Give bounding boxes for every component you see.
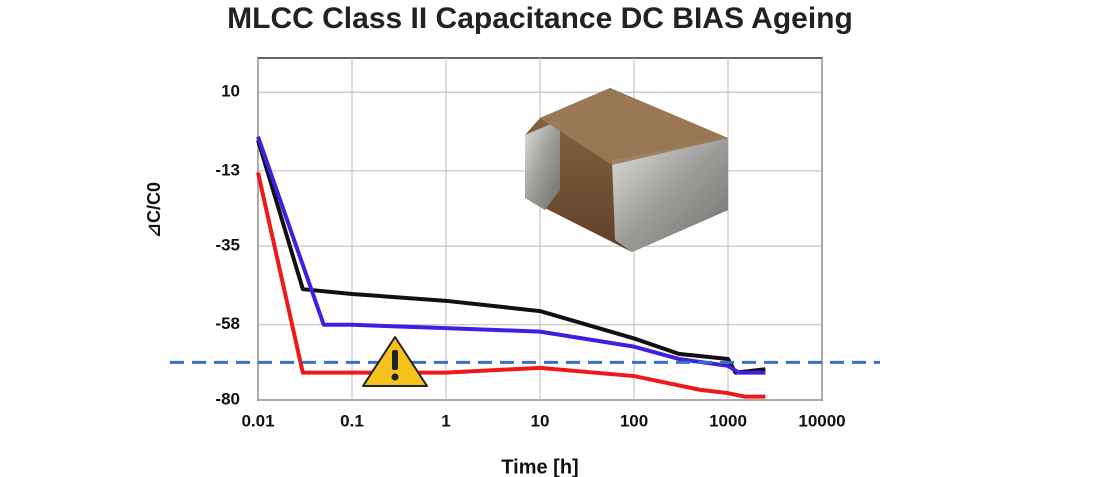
series-line <box>256 139 766 375</box>
series-line <box>256 136 766 375</box>
y-tick-label: -13 <box>215 160 240 179</box>
y-tick-label: 10 <box>221 82 240 101</box>
x-tick-label: 10 <box>531 411 550 430</box>
series-line <box>256 172 766 399</box>
y-tick-label: -35 <box>215 236 240 255</box>
x-tick-label: 10000 <box>798 411 845 430</box>
chart-title: MLCC Class II Capacitance DC BIAS Ageing <box>227 2 853 35</box>
y-tick-label: -58 <box>215 314 240 333</box>
x-tick-label: 100 <box>620 411 648 430</box>
x-tick-label: 0.1 <box>340 411 364 430</box>
grid <box>257 58 823 401</box>
warning-icon <box>362 336 428 387</box>
x-tick-label: 0.01 <box>241 411 274 430</box>
plot-marks <box>170 136 880 399</box>
x-axis-label: Time [h] <box>501 456 578 477</box>
y-tick-label: -80 <box>215 389 240 408</box>
x-tick-label: 1 <box>441 411 450 430</box>
y-axis-label: ⊿C/C0 <box>144 182 164 238</box>
x-tick-label: 1000 <box>709 411 747 430</box>
capacitor-image <box>525 88 728 252</box>
